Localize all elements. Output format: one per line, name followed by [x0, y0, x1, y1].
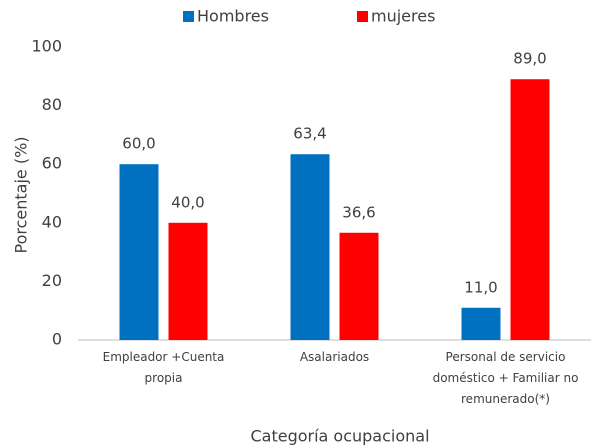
bar: [168, 222, 208, 340]
bar: [461, 307, 501, 340]
data-label: 63,4: [293, 125, 326, 143]
x-tick-label: Asalariados: [299, 350, 370, 364]
bar: [290, 154, 330, 340]
legend-label: mujeres: [371, 7, 435, 26]
y-tick-label: 20: [42, 271, 62, 290]
y-tick-label: 40: [42, 212, 62, 231]
data-label: 11,0: [464, 278, 497, 296]
y-tick-label: 100: [31, 37, 62, 56]
data-label: 36,6: [342, 203, 375, 221]
y-tick-label: 60: [42, 154, 62, 173]
bar: [510, 79, 550, 340]
x-tick-label: Empleador +Cuenta propia: [102, 350, 225, 385]
legend-label: Hombres: [197, 7, 269, 26]
x-axis-title: Categoría ocupacional: [250, 427, 429, 446]
data-label: 89,0: [513, 50, 546, 68]
bar: [119, 164, 159, 340]
legend-swatch: [357, 11, 368, 22]
y-tick-label: 0: [52, 330, 62, 349]
legend-swatch: [183, 11, 194, 22]
data-label: 60,0: [122, 135, 155, 153]
data-label: 40,0: [171, 193, 204, 211]
bar: [339, 232, 379, 340]
y-tick-label: 80: [42, 95, 62, 114]
y-axis-title: Porcentaje (%): [12, 136, 31, 253]
x-tick-label: Personal de servicio doméstico + Familia…: [432, 350, 579, 406]
